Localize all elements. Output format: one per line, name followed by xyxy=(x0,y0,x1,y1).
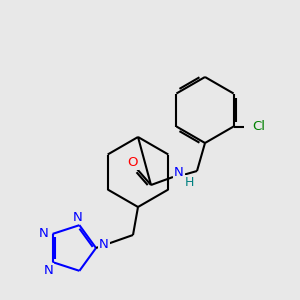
Text: N: N xyxy=(73,211,82,224)
Text: N: N xyxy=(99,238,109,250)
Text: N: N xyxy=(174,167,184,179)
Text: N: N xyxy=(39,227,49,240)
Text: H: H xyxy=(184,176,194,188)
Text: N: N xyxy=(44,264,53,277)
Text: Cl: Cl xyxy=(253,120,266,133)
Text: O: O xyxy=(128,157,138,169)
